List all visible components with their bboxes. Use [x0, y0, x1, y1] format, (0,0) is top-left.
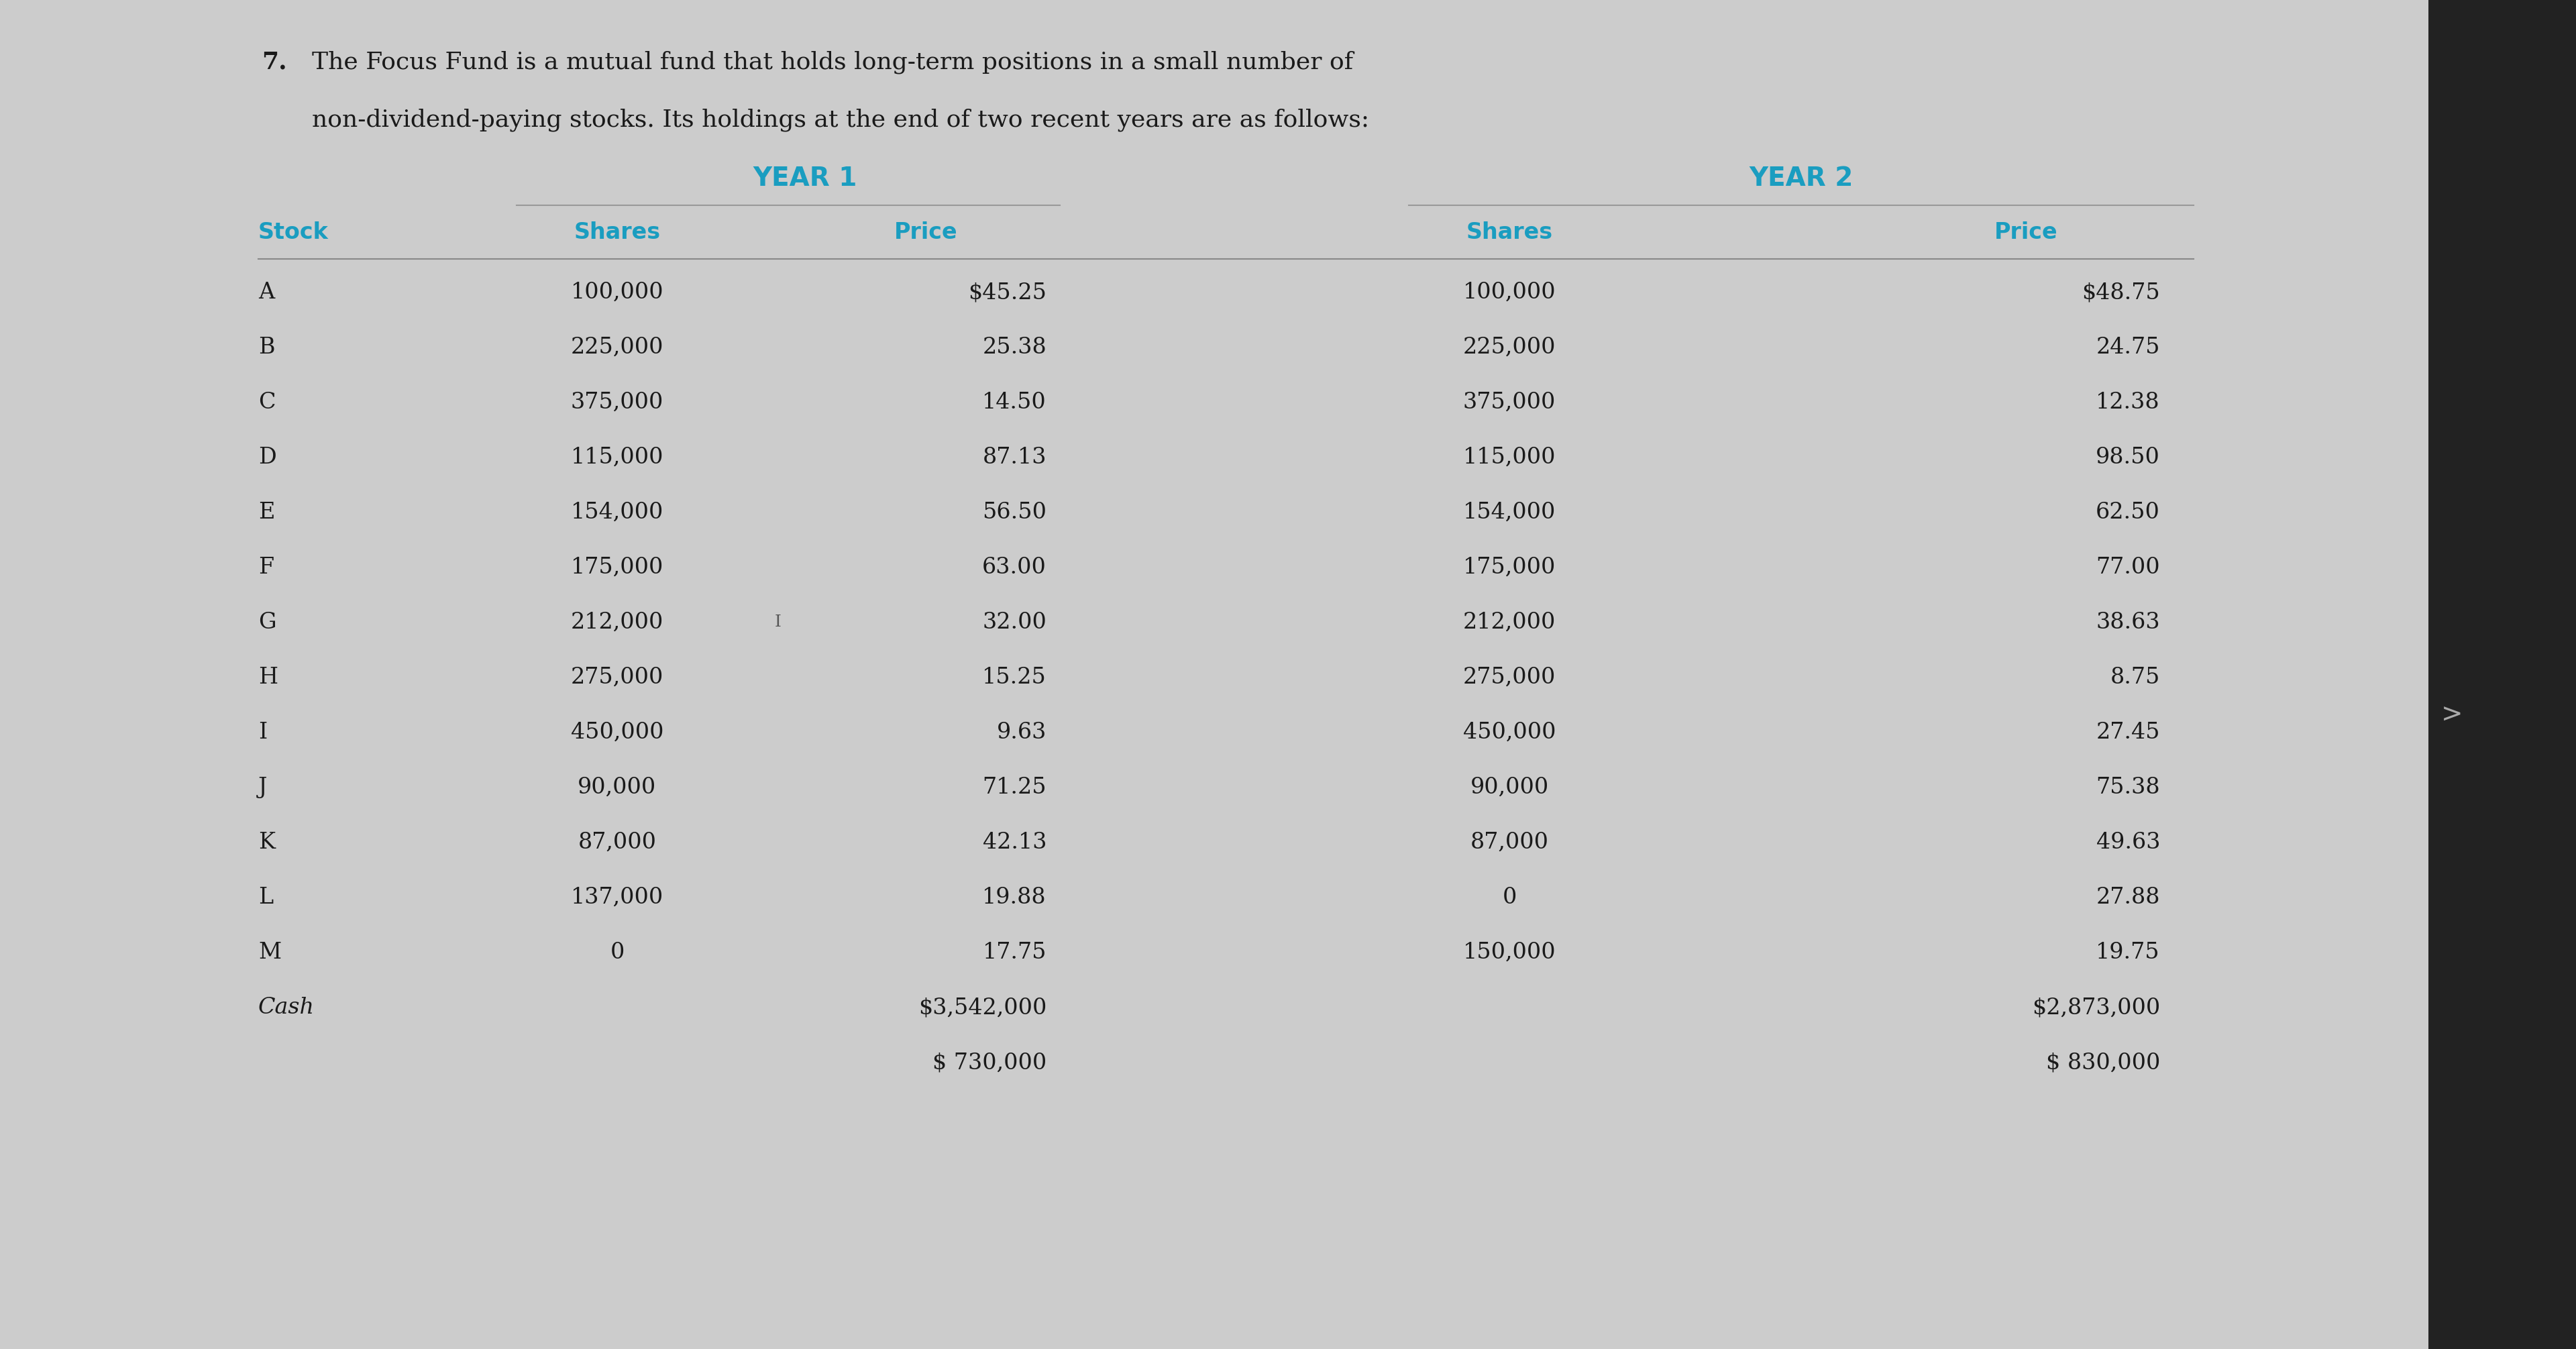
Text: 90,000: 90,000: [1471, 777, 1548, 799]
Text: 14.50: 14.50: [981, 391, 1046, 413]
Text: M: M: [258, 942, 281, 963]
Text: $ 830,000: $ 830,000: [2045, 1052, 2161, 1074]
Text: 450,000: 450,000: [1463, 722, 1556, 743]
Text: E: E: [258, 502, 276, 523]
Text: 150,000: 150,000: [1463, 942, 1556, 963]
Text: B: B: [258, 337, 276, 359]
Text: 137,000: 137,000: [572, 886, 665, 908]
Text: 225,000: 225,000: [1463, 337, 1556, 359]
Text: $45.25: $45.25: [969, 282, 1046, 304]
Text: YEAR 2: YEAR 2: [1749, 166, 1852, 192]
Text: 8.75: 8.75: [2110, 666, 2161, 688]
Text: Price: Price: [1994, 221, 2058, 243]
Text: Stock: Stock: [258, 221, 330, 243]
Text: 42.13: 42.13: [981, 832, 1046, 854]
Text: 100,000: 100,000: [572, 282, 665, 304]
Text: 115,000: 115,000: [572, 447, 665, 468]
Text: 12.38: 12.38: [2097, 391, 2161, 413]
Text: 175,000: 175,000: [1463, 557, 1556, 579]
Text: Cash: Cash: [258, 997, 314, 1018]
Text: 275,000: 275,000: [572, 666, 665, 688]
Text: 0: 0: [1502, 886, 1517, 908]
Text: H: H: [258, 666, 278, 688]
Text: 71.25: 71.25: [981, 777, 1046, 799]
Text: 87,000: 87,000: [1471, 832, 1548, 854]
Text: Price: Price: [894, 221, 958, 243]
Text: 32.00: 32.00: [981, 612, 1046, 633]
Text: $2,873,000: $2,873,000: [2032, 997, 2161, 1018]
Text: 450,000: 450,000: [572, 722, 665, 743]
Text: 56.50: 56.50: [981, 502, 1046, 523]
Text: $ 730,000: $ 730,000: [933, 1052, 1046, 1074]
Text: Shares: Shares: [1466, 221, 1553, 243]
Text: 90,000: 90,000: [577, 777, 657, 799]
Text: 154,000: 154,000: [572, 502, 665, 523]
Text: >: >: [2442, 703, 2463, 727]
Text: 87.13: 87.13: [981, 447, 1046, 468]
Text: J: J: [258, 777, 268, 799]
Text: L: L: [258, 886, 273, 908]
Text: I: I: [775, 615, 781, 630]
Text: 87,000: 87,000: [577, 832, 657, 854]
Text: 375,000: 375,000: [1463, 391, 1556, 413]
Text: 17.75: 17.75: [981, 942, 1046, 963]
Text: 275,000: 275,000: [1463, 666, 1556, 688]
Text: 25.38: 25.38: [981, 337, 1046, 359]
Text: 100,000: 100,000: [1463, 282, 1556, 304]
Text: 19.88: 19.88: [981, 886, 1046, 908]
Text: D: D: [258, 447, 276, 468]
Text: $3,542,000: $3,542,000: [917, 997, 1046, 1018]
Text: 9.63: 9.63: [997, 722, 1046, 743]
Text: 15.25: 15.25: [981, 666, 1046, 688]
Text: I: I: [258, 722, 268, 743]
Text: 27.88: 27.88: [2097, 886, 2161, 908]
Text: non-dividend-paying stocks. Its holdings at the end of two recent years are as f: non-dividend-paying stocks. Its holdings…: [312, 108, 1370, 131]
Text: 19.75: 19.75: [2097, 942, 2161, 963]
Text: 62.50: 62.50: [2097, 502, 2161, 523]
Text: 75.38: 75.38: [2097, 777, 2161, 799]
Text: 225,000: 225,000: [572, 337, 665, 359]
Text: 212,000: 212,000: [1463, 612, 1556, 633]
Text: Shares: Shares: [574, 221, 659, 243]
Text: C: C: [258, 391, 276, 413]
Text: 7.: 7.: [263, 51, 286, 74]
Text: 24.75: 24.75: [2097, 337, 2161, 359]
Text: The Focus Fund is a mutual fund that holds long-term positions in a small number: The Focus Fund is a mutual fund that hol…: [312, 51, 1352, 74]
Text: 27.45: 27.45: [2097, 722, 2161, 743]
Text: 175,000: 175,000: [572, 557, 665, 579]
Text: A: A: [258, 282, 276, 304]
Text: K: K: [258, 832, 276, 854]
Text: 38.63: 38.63: [2097, 612, 2161, 633]
Text: YEAR 1: YEAR 1: [752, 166, 858, 192]
Text: 154,000: 154,000: [1463, 502, 1556, 523]
Text: 63.00: 63.00: [981, 557, 1046, 579]
Text: 0: 0: [611, 942, 623, 963]
Text: G: G: [258, 612, 276, 633]
Text: 98.50: 98.50: [2097, 447, 2161, 468]
Bar: [2429, 0, 2576, 1349]
Text: 115,000: 115,000: [1463, 447, 1556, 468]
Text: $48.75: $48.75: [2081, 282, 2161, 304]
Text: 375,000: 375,000: [572, 391, 665, 413]
Text: 77.00: 77.00: [2097, 557, 2161, 579]
Text: F: F: [258, 557, 273, 579]
Text: 212,000: 212,000: [572, 612, 665, 633]
Text: 49.63: 49.63: [2097, 832, 2161, 854]
